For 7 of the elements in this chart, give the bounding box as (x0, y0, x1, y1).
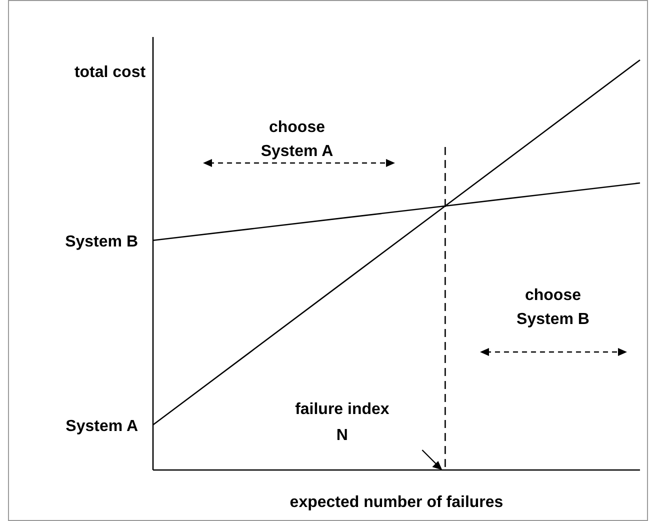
y-axis-title: total cost (74, 64, 146, 81)
series-label: System A (66, 418, 138, 435)
series-label: System B (65, 233, 138, 250)
x-axis-title: expected number of failures (290, 494, 504, 511)
annotation: choose System A (260, 119, 334, 160)
annotation: choose System B (516, 287, 590, 328)
annotation: failure index N (295, 401, 390, 444)
